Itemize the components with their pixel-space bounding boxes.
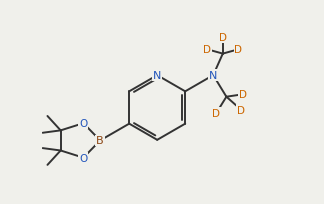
Text: N: N — [209, 71, 217, 81]
Text: O: O — [79, 153, 87, 163]
Text: O: O — [79, 119, 87, 129]
Text: B: B — [96, 136, 104, 146]
Text: D: D — [234, 45, 242, 55]
Text: N: N — [153, 71, 161, 81]
Text: D: D — [237, 105, 245, 115]
Text: D: D — [219, 33, 227, 43]
Text: D: D — [239, 90, 247, 100]
Text: D: D — [203, 45, 211, 55]
Text: D: D — [212, 109, 220, 118]
